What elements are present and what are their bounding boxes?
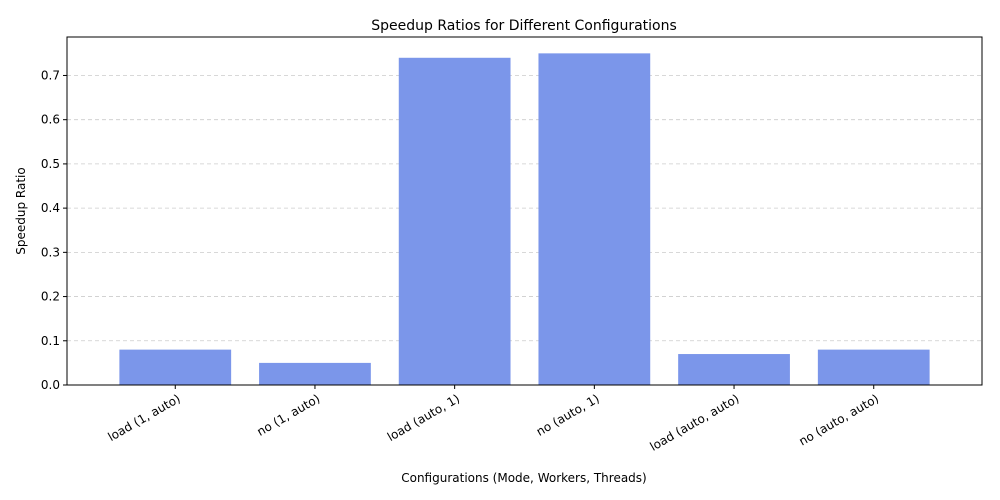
x-axis: load (1, auto) no (1, auto) load (auto, 1)… xyxy=(106,385,881,454)
x-tick-label: load (1, auto) xyxy=(106,391,183,444)
y-tick-label: 0.0 xyxy=(41,378,60,392)
bar xyxy=(398,57,511,386)
x-tick-label: no (1, auto) xyxy=(254,391,322,438)
bar xyxy=(817,349,930,385)
y-axis-label: Speedup Ratio xyxy=(14,167,28,254)
y-tick-label: 0.6 xyxy=(41,113,60,127)
x-tick-label: no (auto, auto) xyxy=(796,391,881,448)
y-tick-label: 0.3 xyxy=(41,245,60,259)
bar xyxy=(678,354,790,385)
x-tick-label: load (auto, auto) xyxy=(648,391,742,453)
bar xyxy=(538,53,651,385)
grid-lines xyxy=(67,75,982,386)
bar xyxy=(119,349,232,385)
y-tick-label: 0.1 xyxy=(41,334,60,348)
y-tick-label: 0.7 xyxy=(41,68,60,82)
bars xyxy=(119,53,930,386)
y-tick-label: 0.4 xyxy=(41,201,60,215)
y-tick-label: 0.2 xyxy=(41,290,60,304)
bar xyxy=(259,362,371,385)
plot-frame xyxy=(66,36,983,386)
y-axis: 0.0 0.1 0.2 0.3 0.4 0.5 0.6 0.7 xyxy=(41,68,67,392)
chart-title: Speedup Ratios for Different Configurati… xyxy=(371,18,677,34)
y-tick-label: 0.5 xyxy=(41,157,60,171)
x-tick-label: load (auto, 1) xyxy=(385,391,462,444)
x-axis-label: Configurations (Mode, Workers, Threads) xyxy=(401,471,647,485)
x-tick-label: no (auto, 1) xyxy=(534,391,602,438)
